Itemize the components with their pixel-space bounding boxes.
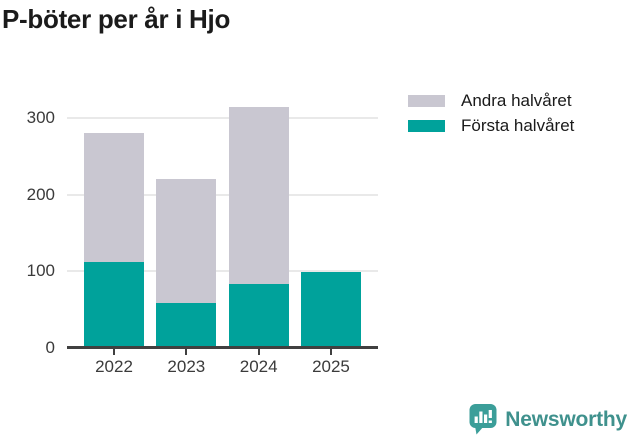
x-axis-line (67, 346, 378, 349)
legend-swatch (408, 120, 445, 132)
newsworthy-logo: Newsworthy (468, 403, 627, 436)
bar-2024-Första halvåret (228, 283, 289, 348)
y-tick-label: 200 (26, 184, 55, 204)
legend-item: Andra halvåret (408, 91, 574, 111)
y-tick-label: 100 (26, 261, 55, 281)
legend-swatch (408, 95, 445, 107)
y-tick-label: 0 (45, 338, 55, 357)
legend-item: Första halvåret (408, 116, 574, 136)
gridline-100 (67, 270, 378, 273)
legend-label: Första halvåret (461, 116, 575, 135)
chart-title: P-böter per år i Hjo (2, 4, 231, 34)
x-tick-label-2023: 2023 (167, 357, 206, 376)
bar-2023-Andra halvåret (156, 179, 217, 303)
x-tick-label-2024: 2024 (239, 357, 278, 376)
y-tick-label: 300 (26, 108, 55, 127)
x-tick-2022 (113, 349, 115, 355)
newsworthy-logo-icon (468, 403, 498, 436)
gridline-300 (67, 117, 378, 119)
x-tick-2025 (329, 349, 332, 355)
bar-2025-Första halvåret (300, 272, 361, 348)
bar-2024-Andra halvåret (228, 107, 289, 284)
bar-2022-Första halvåret (84, 262, 144, 348)
x-tick-label-2022: 2022 (95, 357, 133, 376)
x-tick-label-2025: 2025 (312, 357, 350, 376)
x-tick-2024 (257, 349, 260, 355)
newsworthy-logo-text: Newsworthy (505, 407, 627, 431)
legend-label: Andra halvåret (461, 91, 572, 110)
gridline-200 (67, 193, 378, 196)
legend: Andra halvåret Första halvåret (408, 91, 574, 141)
bar-2022-Andra halvåret (84, 133, 144, 263)
bar-2023-Första halvåret (156, 302, 217, 348)
x-tick-2023 (185, 349, 188, 355)
